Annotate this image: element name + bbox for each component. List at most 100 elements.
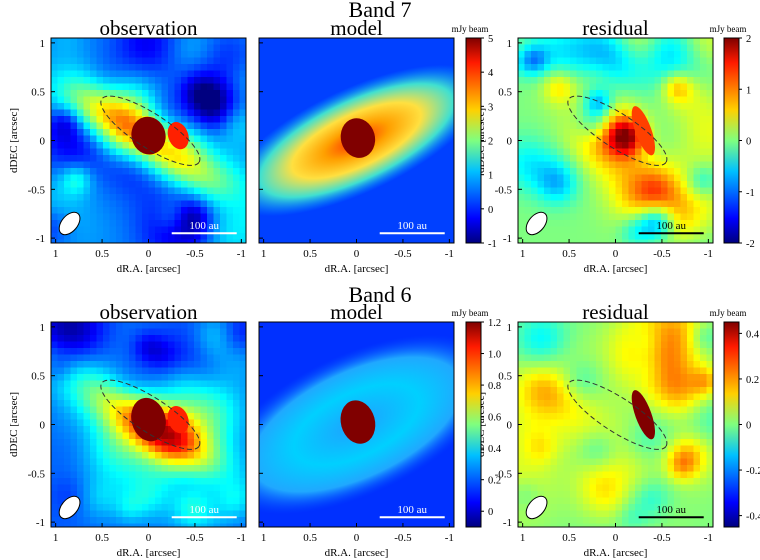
heatmap-cell — [518, 44, 526, 52]
heatmap-cell — [622, 439, 630, 447]
heatmap-cell — [537, 406, 545, 414]
heatmap-cell — [96, 445, 104, 453]
heatmap-cell — [168, 187, 176, 195]
heatmap-cell — [674, 239, 682, 243]
heatmap-cell — [213, 213, 221, 221]
heatmap-cell — [161, 207, 169, 215]
heatmap-cell — [239, 174, 246, 182]
heatmap-cell — [706, 517, 713, 525]
heatmap-cell — [583, 213, 591, 221]
heatmap-cell — [680, 374, 688, 382]
heatmap-cell — [550, 109, 558, 117]
heatmap-cell — [674, 135, 682, 143]
heatmap-cell — [706, 426, 713, 434]
heatmap-cell — [57, 233, 65, 241]
heatmap-cell — [693, 432, 701, 440]
heatmap-cell — [641, 103, 649, 111]
heatmap-cell — [226, 380, 234, 388]
heatmap-cell — [667, 387, 675, 395]
heatmap-cell — [557, 187, 565, 195]
heatmap-cell — [142, 517, 150, 525]
heatmap-cell — [103, 96, 111, 104]
heatmap-cell — [135, 497, 143, 505]
heatmap-cell — [90, 109, 98, 117]
heatmap-cell — [161, 484, 169, 492]
heatmap-cell — [200, 148, 208, 156]
heatmap-cell — [531, 439, 539, 447]
heatmap-cell — [524, 161, 532, 169]
heatmap-cell — [90, 64, 98, 72]
heatmap-cell — [615, 374, 623, 382]
heatmap-cell — [174, 517, 182, 525]
heatmap-cell — [207, 400, 215, 408]
heatmap-cell — [570, 439, 578, 447]
heatmap-cell — [583, 335, 591, 343]
heatmap-cell — [602, 135, 610, 143]
heatmap-cell — [674, 328, 682, 336]
heatmap-cell — [622, 374, 630, 382]
heatmap-cell — [518, 452, 526, 460]
heatmap-cell — [103, 523, 111, 527]
y-axis-label: dDEC [arcsec] — [8, 108, 20, 173]
heatmap-cell — [122, 155, 130, 163]
heatmap-cell — [122, 44, 130, 52]
heatmap-cell — [226, 471, 234, 479]
heatmap-cell — [187, 155, 195, 163]
heatmap-cell — [589, 220, 597, 228]
heatmap-cell — [615, 51, 623, 59]
heatmap-cell — [576, 465, 584, 473]
heatmap-cell — [57, 38, 65, 46]
heatmap-cell — [596, 374, 604, 382]
x-tick-label: 0 — [354, 532, 360, 544]
heatmap-cell — [654, 322, 662, 330]
heatmap-cell — [103, 374, 111, 382]
heatmap-cell — [687, 168, 695, 176]
heatmap-cell — [563, 233, 571, 241]
heatmap-cell — [654, 426, 662, 434]
heatmap-cell — [96, 465, 104, 473]
heatmap-cell — [233, 445, 241, 453]
heatmap-cell — [161, 374, 169, 382]
heatmap-cell — [129, 491, 137, 499]
heatmap-cell — [168, 491, 176, 499]
heatmap-cell — [563, 439, 571, 447]
heatmap-cell — [129, 116, 137, 124]
heatmap-cell — [563, 220, 571, 228]
heatmap-cell — [596, 226, 604, 234]
heatmap-cell — [90, 161, 98, 169]
heatmap-cell — [168, 458, 176, 466]
heatmap-cell — [706, 64, 713, 72]
heatmap-cell — [576, 510, 584, 518]
heatmap-cell — [667, 445, 675, 453]
heatmap-cell — [550, 445, 558, 453]
heatmap-cell — [51, 348, 59, 356]
heatmap-cell — [570, 122, 578, 130]
heatmap-cell — [83, 90, 91, 98]
heatmap-cell — [142, 439, 150, 447]
heatmap-cell — [200, 135, 208, 143]
heatmap-cell — [609, 57, 617, 65]
heatmap-cell — [57, 406, 65, 414]
heatmap-cell — [687, 213, 695, 221]
heatmap-cell — [602, 335, 610, 343]
heatmap-cell — [161, 226, 169, 234]
heatmap-cell — [544, 174, 552, 182]
heatmap-cell — [648, 471, 656, 479]
heatmap-cell — [661, 90, 669, 98]
heatmap-cell — [700, 129, 708, 137]
heatmap-cell — [187, 142, 195, 150]
heatmap-cell — [83, 181, 91, 189]
heatmap-cell — [51, 181, 59, 189]
heatmap-cell — [661, 187, 669, 195]
heatmap-cell — [641, 458, 649, 466]
heatmap-cell — [213, 458, 221, 466]
heatmap-cell — [77, 478, 85, 486]
heatmap-cell — [200, 374, 208, 382]
heatmap-cell — [155, 70, 163, 78]
y-tick-label: 1 — [40, 322, 46, 334]
heatmap-cell — [667, 452, 675, 460]
heatmap-cell — [70, 335, 78, 343]
heatmap-cell — [200, 400, 208, 408]
heatmap-cell — [628, 38, 636, 46]
heatmap-cell — [200, 83, 208, 91]
